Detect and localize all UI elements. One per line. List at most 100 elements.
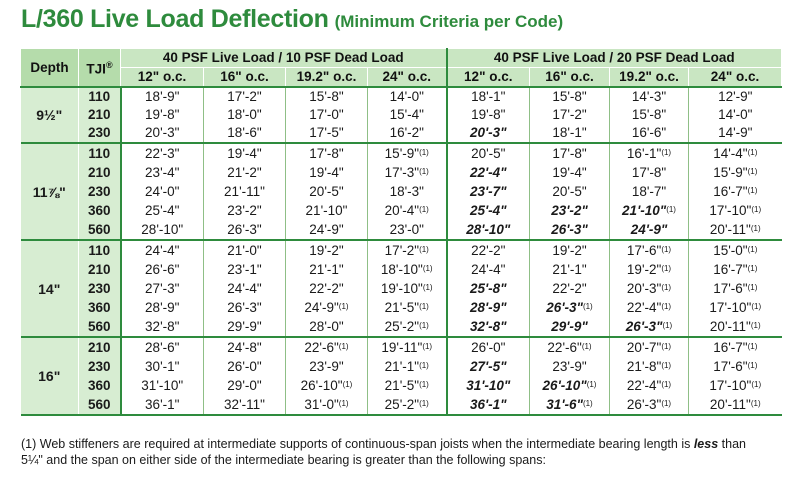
- span-cell: 25'-8": [445, 279, 530, 298]
- span-value: 16'-7": [713, 340, 748, 355]
- table-row: 9½" 110 18'-9" 17'-2" 15'-8" 14'-0" 18'-1" 15'-…: [20, 86, 782, 143]
- footnote-marker: (1): [582, 399, 593, 408]
- depth-header: Depth: [20, 48, 79, 88]
- span-value: 18'-7": [631, 183, 667, 199]
- span-cell: 27'-5": [445, 357, 530, 376]
- page-title: L/360 Live Load Deflection (Minimum Crite…: [21, 5, 563, 34]
- footnote-marker: (1): [661, 148, 672, 157]
- span-cell: 24'-9"(1): [285, 298, 368, 317]
- span-value: 18'-1": [552, 125, 587, 140]
- footnote-marker: (1): [747, 167, 758, 176]
- span-cell: 17'-8": [285, 142, 368, 163]
- span-value: 19'-10": [380, 281, 423, 296]
- span-value: 28'-0": [309, 318, 344, 334]
- span-cell: 16'-6": [609, 124, 689, 143]
- span-value: 22'-3": [145, 145, 180, 161]
- span-cell: 24'-4": [445, 260, 530, 279]
- span-cell: 19'-2": [285, 239, 368, 260]
- span-value: 28'-9": [469, 299, 507, 315]
- footnote-marker: (1): [419, 302, 429, 311]
- span-value: 17'-6": [713, 281, 748, 296]
- footnote-marker: (1): [419, 399, 429, 408]
- footnote-marker: (1): [750, 224, 761, 233]
- span-value: 14'-3": [631, 89, 667, 104]
- span-cell: 18'-6": [203, 124, 286, 143]
- span-value: 18'-3": [389, 183, 424, 199]
- span-value: 20'-11": [709, 319, 751, 334]
- span-cell: 28'-10": [119, 220, 204, 240]
- span-value: 23'-9": [309, 358, 344, 374]
- span-cell: 20'-11"(1): [688, 395, 782, 416]
- span-cell: 28'-6": [119, 336, 204, 357]
- footnote-marker: (1): [342, 380, 353, 389]
- span-cell: 14'-9": [688, 124, 782, 143]
- span-value: 17'-0": [309, 107, 344, 122]
- span-cell: 31'-10": [445, 376, 530, 395]
- span-value: 17'-10": [709, 300, 752, 315]
- table-row: 560 28'-10" 26'-3" 24'-9" 23'-0" 28'-10" 26'-3…: [21, 220, 782, 240]
- title-subtitle: (Minimum Criteria per Code): [334, 12, 564, 31]
- span-cell: 29'-9": [529, 317, 610, 337]
- span-value: 16'-2": [389, 125, 424, 140]
- span-cell: 16'-7"(1): [688, 182, 782, 201]
- span-cell: 22'-6"(1): [285, 336, 368, 357]
- footnote-marker: (1): [422, 342, 433, 351]
- span-cell: 17'-2": [529, 106, 610, 124]
- span-value: 24'-4": [145, 242, 180, 258]
- spacing-header: 16" o.c.: [203, 67, 286, 88]
- span-value: 22'-4": [469, 164, 507, 180]
- span-value: 19'-8": [145, 107, 180, 122]
- span-cell: 16'-2": [366, 124, 447, 143]
- span-value: 26'-10": [300, 378, 343, 393]
- span-value: 23'-2": [551, 202, 588, 218]
- span-value: 16'-6": [631, 125, 667, 140]
- span-value: 27'-5": [469, 358, 507, 374]
- span-cell: 18'-1": [529, 124, 610, 143]
- span-cell: 21'-5"(1): [366, 298, 447, 317]
- span-cell: 23'-4": [119, 163, 204, 182]
- span-value: 28'-9": [145, 299, 180, 315]
- span-value: 21'-1": [309, 261, 344, 277]
- span-value: 32'-8": [469, 318, 507, 334]
- footnote-marker: (1): [747, 264, 758, 273]
- footnote-marker: (1): [747, 245, 758, 254]
- span-cell: 17'-2"(1): [366, 239, 447, 260]
- depth-cell: 16": [20, 336, 79, 416]
- span-value: 22'-2": [471, 242, 506, 258]
- span-cell: 17'-10"(1): [688, 201, 782, 220]
- span-value: 25'-2": [384, 397, 420, 412]
- span-cell: 12'-9": [688, 86, 782, 106]
- tji-cell: 210: [78, 106, 121, 124]
- span-cell: 16'-1"(1): [609, 142, 689, 163]
- span-value: 22'-2": [552, 280, 587, 296]
- span-cell: 29'-9": [203, 317, 286, 337]
- tji-cell: 210: [78, 260, 121, 279]
- span-value: 22'-6": [304, 340, 339, 355]
- span-value: 24'-9": [304, 300, 339, 315]
- table-row: 230 30'-1" 26'-0" 23'-9" 21'-1"(1) 27'-5" 23'-…: [21, 357, 782, 376]
- table-row: 230 24'-0" 21'-11" 20'-5" 18'-3" 23'-7" 20'-5"…: [21, 182, 782, 201]
- tji-cell: 230: [78, 279, 121, 298]
- span-value: 27'-3": [145, 280, 180, 296]
- tji-cell: 210: [78, 163, 121, 182]
- span-value: 22'-4": [626, 378, 662, 393]
- span-cell: 31'-0"(1): [285, 395, 368, 416]
- span-cell: 21'-10"(1): [609, 201, 689, 220]
- footnote-text-2: than 5¼" and the span on either side of …: [21, 437, 746, 467]
- span-cell: 26'-3": [203, 220, 286, 240]
- span-value: 26'-3": [551, 221, 588, 237]
- span-cell: 18'-0": [203, 106, 286, 124]
- footnote-marker: (1): [751, 302, 762, 311]
- spacing-header: 24" o.c.: [366, 67, 448, 88]
- table-row: 210 23'-4" 21'-2" 19'-4" 17'-3"(1) 22'-4" 19'-…: [21, 163, 782, 182]
- span-value: 19'-4": [552, 164, 587, 180]
- span-value: 24'-9": [630, 221, 668, 237]
- span-value: 25'-2": [384, 319, 420, 334]
- footnote-marker: (1): [419, 245, 429, 254]
- footnote-marker: (1): [422, 283, 433, 292]
- span-cell: 15'-9"(1): [366, 142, 447, 163]
- span-value: 21'-11": [224, 183, 265, 199]
- span-value: 17'-6": [626, 243, 662, 258]
- footnote-marker: (1): [419, 205, 429, 214]
- span-value: 28'-10": [466, 221, 511, 237]
